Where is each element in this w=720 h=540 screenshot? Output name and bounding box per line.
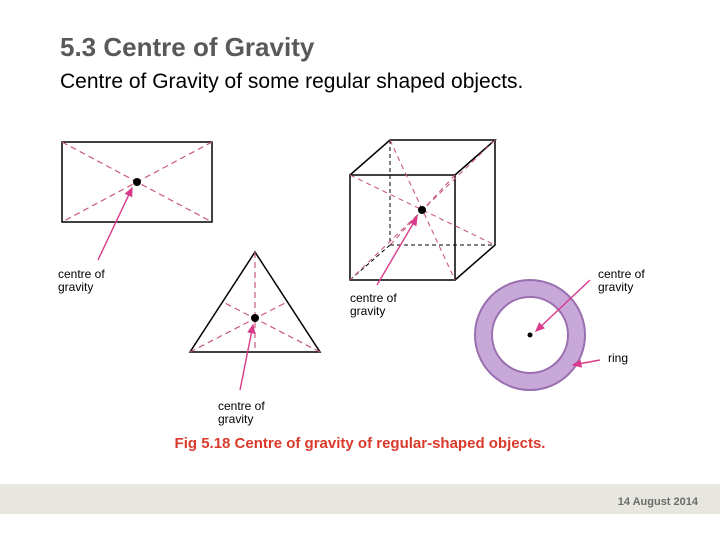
page-title: 5.3 Centre of Gravity — [60, 32, 314, 63]
figure-caption: Fig 5.18 Centre of gravity of regular-sh… — [0, 435, 720, 452]
label-cube-cg: centre ofgravity — [350, 292, 397, 318]
footer-bar — [0, 484, 720, 514]
label-ring: ring — [608, 352, 628, 365]
label-ring-cg: centre ofgravity — [598, 268, 645, 294]
footer-date: 14 August 2014 — [618, 496, 698, 508]
figure-triangle — [180, 250, 350, 425]
slide: { "title": "5.3 Centre of Gravity", "sub… — [0, 0, 720, 540]
label-triangle-cg: centre ofgravity — [218, 400, 265, 426]
page-subtitle: Centre of Gravity of some regular shaped… — [60, 70, 523, 94]
figure-ring — [470, 275, 670, 430]
label-rectangle-cg: centre ofgravity — [58, 268, 105, 294]
